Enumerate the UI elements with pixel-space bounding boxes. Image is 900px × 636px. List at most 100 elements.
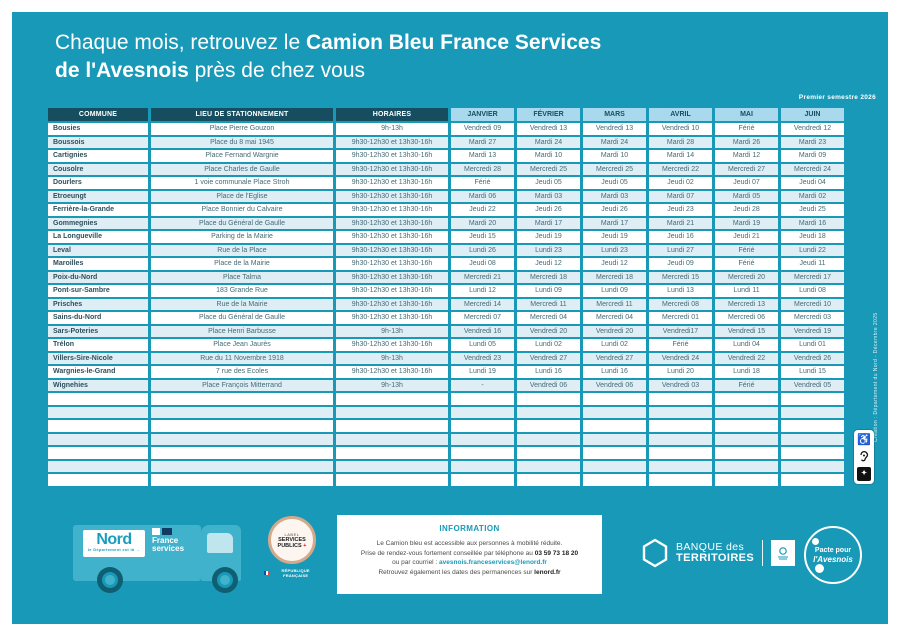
banque-des-territoires-logo: BANQUE des TERRITOIRES [642,538,796,568]
horaires-cell: 9h30-12h30 et 13h30-16h [336,217,448,229]
commune-cell: Poix-du-Nord [48,271,148,283]
date-cell: Jeudi 26 [517,204,580,216]
date-cell: Lundi 08 [781,285,844,297]
info-line-1: Le Camion bleu est accessible aux person… [376,540,563,547]
date-cell: Vendredi 23 [451,352,514,364]
horaires-cell: 9h30-12h30 et 13h30-16h [336,231,448,243]
truck-rear-wheel [97,567,123,593]
commune-cell: Wignehies [48,379,148,391]
france-services-logo: France services [152,528,200,553]
date-cell: Mardi 07 [649,190,712,202]
date-cell: Mardi 23 [781,136,844,148]
pacte-line-1: Pacte pour [814,546,852,554]
title-regular-2: près de chez vous [188,59,366,82]
empty-cell [517,406,580,418]
empty-cell [336,420,448,432]
commune-cell: Pont-sur-Sambre [48,285,148,297]
empty-cell [781,433,844,445]
empty-cell [583,420,646,432]
republique-text: RÉPUBLIQUE FRANÇAISE [281,568,310,578]
date-cell: Lundi 15 [781,366,844,378]
table-body: Bousies Place Pierre Gouzon 9h-13h Vendredi… [48,123,844,486]
empty-cell [583,474,646,486]
empty-cell [451,447,514,459]
table-row: Wargnies-le-Grand 7 rue des Ecoles 9h30-12… [48,366,844,378]
empty-cell [451,460,514,472]
commune-cell: Maroilles [48,258,148,270]
date-cell: Lundi 22 [781,244,844,256]
empty-cell [517,433,580,445]
column-header-commune: COMMUNE [48,108,148,121]
lieu-cell: Place du Général de Gaulle [151,312,333,324]
table-row-empty [48,460,844,472]
column-header-janvier: JANVIER [451,108,514,121]
phone-number: 03 59 73 18 20 [534,549,579,557]
date-cell: Jeudi 19 [517,231,580,243]
date-cell: Mardi 28 [649,136,712,148]
column-header-lieu-de-stationnement: LIEU DE STATIONNEMENT [151,108,333,121]
date-cell: Mercredi 04 [583,312,646,324]
date-cell: Mardi 09 [781,150,844,162]
information-title: INFORMATION [439,524,500,533]
date-cell: Férié [715,258,778,270]
commune-cell: Cartignies [48,150,148,162]
horaires-cell: 9h30-12h30 et 13h30-16h [336,312,448,324]
date-cell: Mercredi 17 [781,271,844,283]
column-header-avril: AVRIL [649,108,712,121]
empty-cell [781,420,844,432]
table-row: Cousolre Place Charles de Gaulle 9h30-12h3… [48,163,844,175]
empty-cell [649,433,712,445]
empty-cell [649,406,712,418]
date-cell: Vendredi 13 [583,123,646,135]
table-row: Maroilles Place de la Mairie 9h30-12h30 et… [48,258,844,270]
empty-cell [151,406,333,418]
wheelchair-icon: ♿ [857,433,871,446]
table-row: Dourlers 1 voie communale Place Stroh 9h30… [48,177,844,189]
date-cell: Férié [715,244,778,256]
table-row: Gommegnies Place du Général de Gaulle 9h30… [48,217,844,229]
empty-cell [649,474,712,486]
date-cell: Férié [649,339,712,351]
date-cell: Mercredi 24 [781,163,844,175]
date-cell: Vendredi 20 [517,325,580,337]
empty-cell [451,420,514,432]
table-row: Sars-Poteries Place Henri Barbusse 9h-13h V… [48,325,844,337]
date-cell: Jeudi 15 [451,231,514,243]
horaires-cell: 9h30-12h30 et 13h30-16h [336,271,448,283]
horaires-cell: 9h-13h [336,123,448,135]
lieu-cell: Place du 8 mai 1945 [151,136,333,148]
table-row: Cartignies Place Fernand Wargnie 9h30-12h3… [48,150,844,162]
column-header-horaires: HORAIRES [336,108,448,121]
horaires-cell: 9h30-12h30 et 13h30-16h [336,298,448,310]
date-cell: Jeudi 12 [517,258,580,270]
date-cell: Jeudi 12 [583,258,646,270]
empty-cell [336,447,448,459]
date-cell: Vendredi17 [649,325,712,337]
lieu-cell: Rue du 11 Novembre 1918 [151,352,333,364]
column-header-mars: MARS [583,108,646,121]
commune-cell: Boussois [48,136,148,148]
horaires-cell: 9h30-12h30 et 13h30-16h [336,163,448,175]
empty-cell [781,406,844,418]
horaires-cell: 9h-13h [336,352,448,364]
title-regular-1: Chaque mois, retrouvez le [55,31,306,54]
website-link: lenord.fr [534,568,561,576]
date-cell: Mercredi 08 [649,298,712,310]
empty-cell [151,474,333,486]
date-cell: Jeudi 05 [517,177,580,189]
empty-cell [583,406,646,418]
title-bold-2: de l'Avesnois [55,59,189,82]
date-cell: Mercredi 21 [451,271,514,283]
table-row: Poix-du-Nord Place Talma 9h30-12h30 et 13h… [48,271,844,283]
lieu-cell: Place de la Mairie [151,258,333,270]
banque-line-2: TERRITOIRES [676,552,755,564]
date-cell: Lundi 04 [715,339,778,351]
date-cell: Mercredi 11 [583,298,646,310]
date-cell: Jeudi 22 [451,204,514,216]
commune-cell: Villers-Sire-Nicole [48,352,148,364]
empty-cell [715,447,778,459]
date-cell: Vendredi 16 [451,325,514,337]
nord-logo-text: Nord [96,531,132,548]
date-cell: Mardi 06 [451,190,514,202]
horaires-cell: 9h30-12h30 et 13h30-16h [336,136,448,148]
